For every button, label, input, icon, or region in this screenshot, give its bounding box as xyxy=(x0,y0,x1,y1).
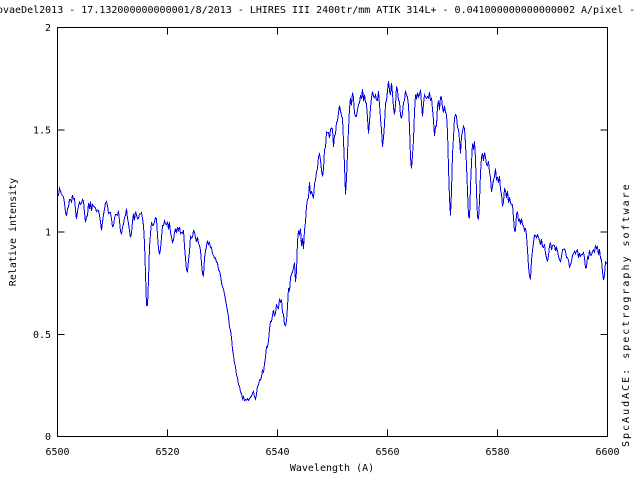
y-tick-label: 0.5 xyxy=(33,330,51,341)
x-tick-label: 6520 xyxy=(155,447,179,458)
software-watermark: SpcAudACE: spectrography software xyxy=(621,182,632,447)
chart-title: ovaeDel2013 - 17.132000000000001/8/2013 … xyxy=(0,5,635,16)
x-tick-label: 6580 xyxy=(485,447,509,458)
x-axis-label: Wavelength (A) xyxy=(290,463,374,474)
plot-border xyxy=(57,27,608,437)
x-tick-label: 6600 xyxy=(595,447,619,458)
y-axis-label: Relative intensity xyxy=(8,178,19,286)
axis-ticks xyxy=(57,27,608,437)
spectrum-line xyxy=(57,80,608,402)
y-tick-label: 1.5 xyxy=(33,125,51,136)
x-tick-label: 6540 xyxy=(265,447,289,458)
y-tick-label: 1 xyxy=(45,228,51,239)
x-tick-label: 6560 xyxy=(375,447,399,458)
axis-tick-labels: 6500 6520 6540 6560 6580 6600 0 0.5 1 1.5 2 xyxy=(33,23,620,458)
y-tick-label: 0 xyxy=(45,432,51,443)
x-tick-label: 6500 xyxy=(45,447,69,458)
y-tick-label: 2 xyxy=(45,23,51,34)
